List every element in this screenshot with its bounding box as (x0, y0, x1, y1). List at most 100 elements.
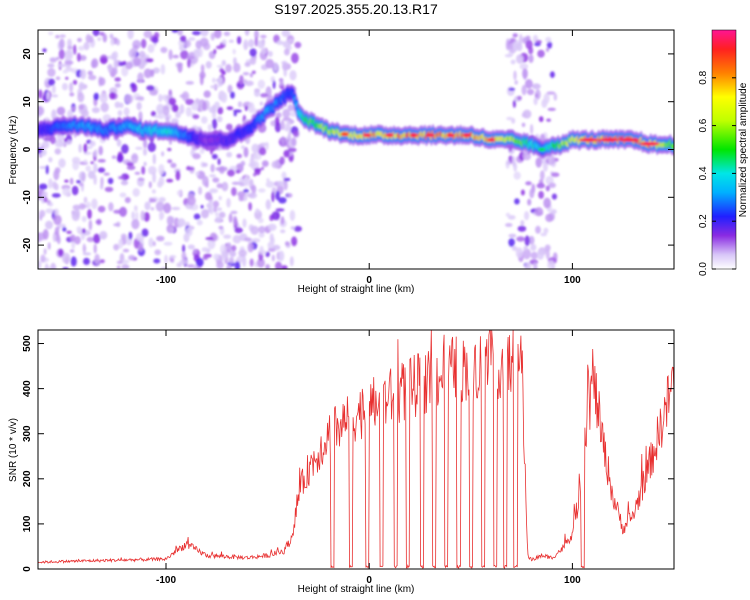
noise-speckle (249, 56, 257, 65)
noise-speckle (512, 33, 518, 38)
noise-speckle (135, 146, 143, 150)
noise-speckle (91, 107, 100, 114)
noise-speckle (100, 102, 109, 113)
noise-speckle (281, 30, 291, 37)
noise-speckle (182, 39, 191, 48)
ridge-core (671, 143, 674, 150)
noise-speckle (71, 156, 81, 164)
noise-speckle (193, 213, 201, 220)
noise-speckle (87, 70, 94, 76)
noise-speckle (226, 242, 232, 251)
noise-speckle (266, 178, 270, 183)
noise-speckle (289, 70, 297, 81)
noise-speckle (41, 141, 50, 149)
noise-speckle (537, 49, 545, 58)
noise-speckle (506, 161, 511, 165)
noise-speckle (43, 248, 47, 255)
noise-speckle (143, 138, 148, 149)
noise-speckle (537, 212, 544, 216)
noise-speckle (247, 242, 254, 253)
noise-speckle (252, 153, 262, 160)
noise-speckle (543, 227, 549, 234)
noise-speckle (283, 150, 290, 158)
noise-speckle (45, 220, 53, 230)
noise-speckle (524, 235, 530, 247)
y-tick-label: 200 (22, 470, 33, 487)
noise-speckle (213, 253, 220, 260)
noise-speckle (38, 183, 48, 190)
noise-speckle (230, 210, 238, 215)
y-tick-label: -20 (22, 237, 33, 252)
noise-speckle (528, 235, 535, 245)
noise-speckle (280, 119, 285, 131)
noise-speckle (56, 56, 60, 61)
noise-speckle (114, 101, 121, 109)
y-tick-label: 0 (22, 146, 33, 152)
noise-speckle (198, 186, 203, 195)
noise-speckle (289, 156, 294, 161)
noise-speckle (289, 210, 296, 221)
noise-speckle (186, 167, 195, 171)
noise-speckle (120, 233, 127, 239)
noise-speckle (168, 49, 173, 60)
y-tick-label: 300 (22, 425, 33, 442)
noise-speckle (220, 92, 228, 103)
noise-speckle (78, 104, 85, 110)
noise-speckle (217, 106, 224, 115)
noise-speckle (66, 230, 72, 234)
noise-speckle (282, 108, 291, 119)
noise-speckle (275, 190, 280, 201)
noise-speckle (543, 93, 550, 104)
noise-speckle (42, 48, 47, 53)
noise-speckle (512, 99, 517, 108)
noise-speckle (521, 112, 528, 118)
noise-speckle (97, 205, 106, 213)
noise-speckle (209, 232, 218, 242)
noise-speckle (282, 40, 291, 49)
noise-speckle (511, 155, 516, 167)
noise-speckle (524, 262, 532, 269)
noise-speckle (82, 228, 86, 234)
noise-speckle (100, 176, 104, 186)
noise-speckle (56, 235, 61, 245)
noise-speckle (202, 256, 209, 260)
noise-speckle (134, 171, 141, 175)
noise-speckle (72, 79, 78, 85)
noise-speckle (153, 258, 161, 264)
noise-speckle (148, 237, 154, 248)
noise-speckle (86, 236, 95, 243)
noise-speckle (78, 203, 86, 210)
noise-speckle (218, 211, 226, 219)
noise-speckle (167, 147, 172, 152)
x-tick-label: 0 (366, 575, 372, 586)
noise-speckle (287, 147, 297, 153)
noise-speckle (267, 50, 273, 57)
noise-speckle (74, 208, 80, 218)
noise-speckle (55, 34, 60, 39)
noise-speckle (58, 49, 65, 60)
noise-speckle (82, 243, 86, 254)
noise-speckle (187, 244, 195, 250)
noise-speckle (143, 161, 147, 167)
noise-speckle (530, 124, 534, 135)
noise-speckle (42, 229, 49, 240)
x-tick-label: -100 (156, 575, 176, 586)
noise-speckle (191, 102, 199, 111)
noise-speckle (287, 104, 294, 112)
noise-speckle (284, 48, 290, 56)
noise-speckle (152, 241, 156, 247)
noise-speckle (93, 233, 101, 244)
noise-speckle (243, 39, 249, 50)
noise-speckle (201, 116, 208, 124)
noise-speckle (553, 93, 558, 101)
noise-speckle (251, 143, 260, 153)
noise-speckle (57, 63, 67, 68)
noise-speckle (126, 165, 136, 171)
noise-speckle (511, 245, 518, 251)
noise-speckle (226, 198, 231, 208)
noise-speckle (53, 214, 62, 226)
noise-speckle (223, 31, 231, 37)
noise-speckle (158, 164, 165, 175)
noise-speckle (533, 262, 538, 269)
colorbar-tick-label: 0.0 (698, 262, 709, 276)
